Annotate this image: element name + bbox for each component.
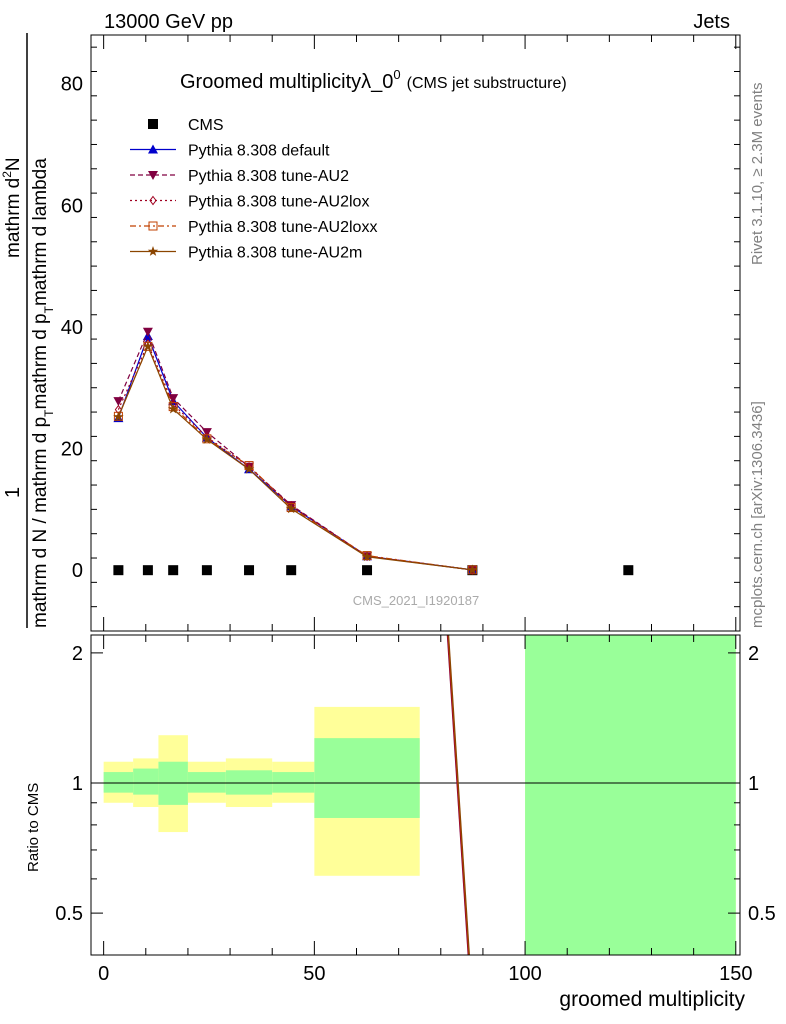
chart-title-sup: 0 (393, 67, 400, 82)
legend: CMS Pythia 8.308 default Pythia 8.308 tune… (130, 117, 377, 262)
legend-label-au2lox: Pythia 8.308 tune-AU2lox (188, 194, 369, 211)
legend-label-au2loxx: Pythia 8.308 tune-AU2loxx (188, 219, 377, 236)
main-ylabel: 1 mathrm d2N mathrm d N / mathrm d pTmat… (0, 33, 56, 628)
x-tick-label: 50 (303, 963, 325, 985)
ratio-band-inner (525, 635, 736, 955)
x-tick-label: 150 (719, 963, 752, 985)
data-point-au2m (167, 403, 179, 414)
ratio-y-tick-label-right: 1 (748, 773, 759, 795)
x-tick-label: 100 (508, 963, 541, 985)
data-point-au2m (201, 433, 213, 444)
y-tick-label: 0 (72, 560, 83, 582)
legend-marker-cms (148, 119, 158, 129)
series-line-au2 (117, 330, 473, 571)
legend-marker-au2 (148, 171, 158, 180)
mcplots-label: mcplots.cern.ch [arXiv:1306.3436] (749, 401, 766, 628)
ratio-band-inner (314, 738, 420, 818)
chart-subtitle: (CMS jet substructure) (407, 75, 567, 92)
legend-label-cms: CMS (188, 117, 224, 134)
data-point-au2 (142, 327, 153, 337)
ratio-ylabel: Ratio to CMS (25, 783, 42, 872)
ratio-band-inner (187, 772, 226, 793)
ratio-band-inner (225, 770, 273, 795)
y-tick-label: 40 (61, 317, 83, 339)
ratio-frame (90, 634, 741, 956)
data-point-cms (142, 565, 153, 576)
ratio-plot: 0.5 0.5 1 1 2 2 0 50 100 150 (55, 634, 776, 985)
legend-marker-default (148, 144, 158, 154)
data-point-au2 (113, 397, 124, 407)
series-line-au2m (117, 344, 473, 571)
ratio-y-tick-label: 1 (72, 773, 83, 795)
data-point-cms (244, 565, 255, 576)
legend-label-au2m: Pythia 8.308 tune-AU2m (188, 245, 362, 262)
ratio-y-tick-label: 0.5 (55, 903, 83, 925)
chart-title-main: Groomed multiplicityλ_0 (180, 71, 393, 93)
header-left: 13000 GeV pp (104, 11, 233, 33)
data-point-cms (362, 565, 373, 576)
y-tick-label: 20 (61, 439, 83, 461)
legend-label-au2: Pythia 8.308 tune-AU2 (188, 168, 349, 185)
ratio-band-inner (272, 772, 315, 793)
data-point-au2m (243, 463, 255, 474)
y-tick-label: 80 (61, 74, 83, 96)
series-au2m (113, 340, 478, 575)
ratio-band-inner (103, 772, 134, 793)
xlabel: groomed multiplicity (559, 988, 745, 1011)
ratio-y-tick-label-right: 0.5 (748, 903, 776, 925)
data-point-cms (113, 565, 124, 576)
legend-marker-au2lox (149, 195, 157, 206)
chart-title: Groomed multiplicityλ_00 (CMS jet substru… (180, 67, 567, 93)
ratio-y-tick-label-right: 2 (748, 643, 759, 665)
series-line-au2lox (117, 342, 473, 571)
data-point-cms (623, 565, 634, 576)
data-point-cms (286, 565, 297, 576)
data-point-au2m (142, 340, 154, 351)
series-au2lox (114, 339, 477, 575)
series-au2 (113, 327, 478, 575)
series-line-au2loxx (117, 344, 473, 571)
series-au2loxx (113, 341, 477, 575)
y-tick-label: 60 (61, 195, 83, 217)
ratio-band-inner (133, 768, 159, 795)
ratio-line-au2m (447, 635, 470, 955)
data-point-au2m (285, 503, 297, 514)
data-point-cms (168, 565, 179, 576)
x-tick-label: 0 (98, 963, 109, 985)
data-point-au2m (113, 411, 124, 422)
series-default (113, 331, 478, 574)
ratio-y-tick-label: 2 (72, 643, 83, 665)
legend-marker-au2loxx (148, 221, 158, 231)
data-point-au2m (467, 564, 478, 575)
header-right: Jets (693, 11, 730, 33)
rivet-label: Rivet 3.1.10, ≥ 2.3M events (749, 83, 766, 266)
series-cms (113, 565, 634, 576)
watermark: CMS_2021_I1920187 (353, 593, 480, 608)
series-line-default (117, 334, 473, 571)
ylabel-denominator: mathrm d N / mathrm d pTmathrm d pTmathr… (30, 158, 56, 628)
legend-label-default: Pythia 8.308 default (188, 143, 330, 160)
data-point-au2 (168, 394, 179, 404)
ylabel-top: mathrm d2N (0, 157, 24, 258)
data-point-cms (201, 565, 212, 576)
ylabel-numerator-one: 1 (2, 487, 24, 498)
legend-marker-au2m (147, 246, 159, 256)
data-point-au2m (361, 551, 373, 562)
main-frame (90, 34, 741, 632)
